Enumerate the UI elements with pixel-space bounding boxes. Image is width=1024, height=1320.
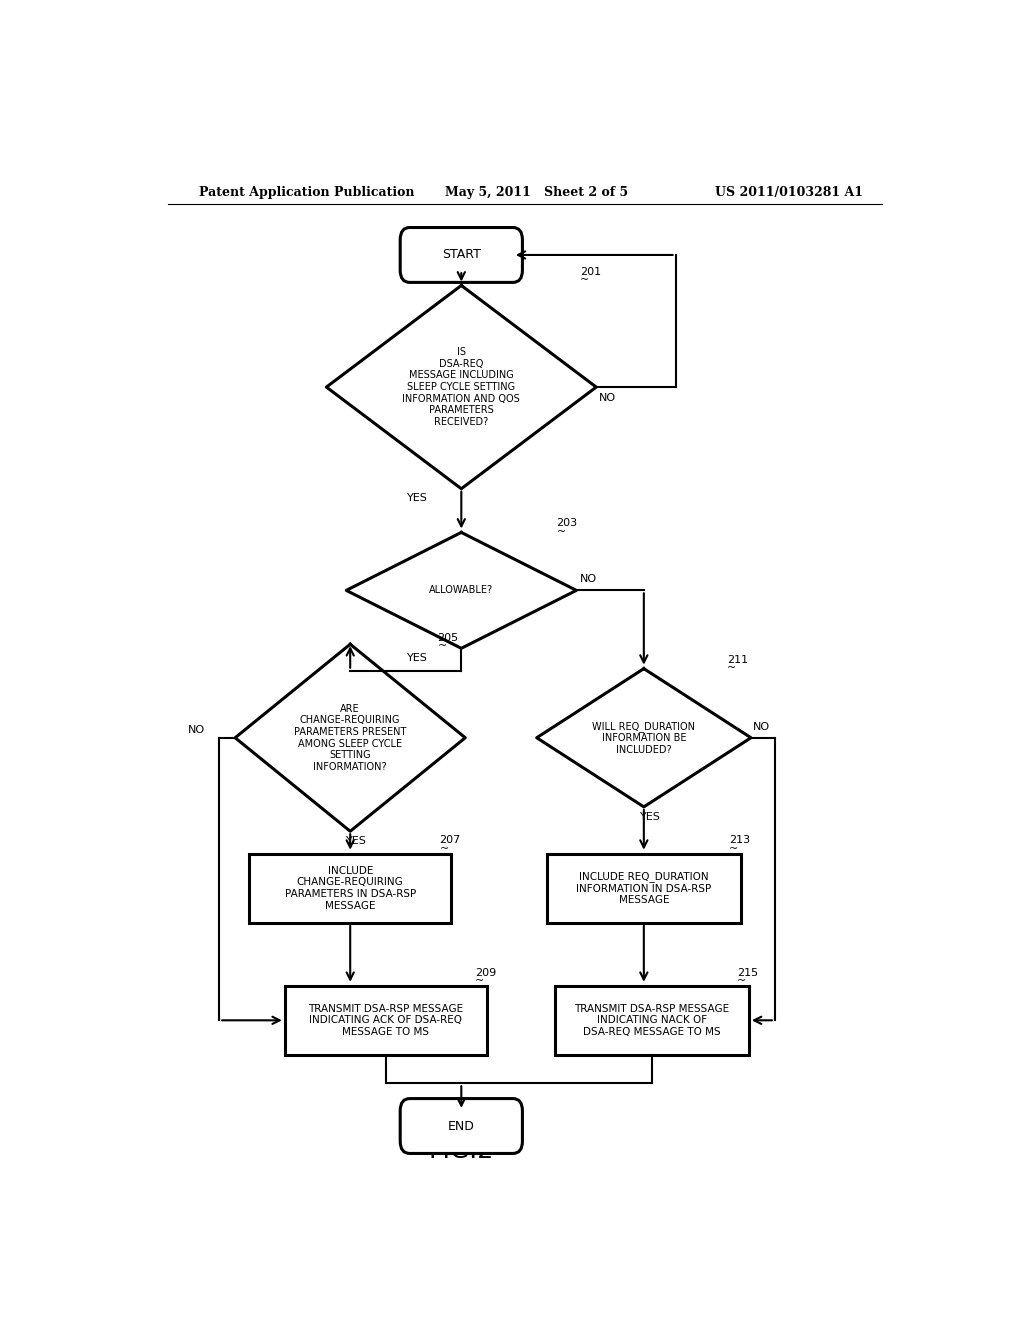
Text: ~: ~ bbox=[439, 843, 449, 854]
Text: NO: NO bbox=[754, 722, 770, 731]
Text: WILL REQ_DURATION
INFORMATION BE
INCLUDED?: WILL REQ_DURATION INFORMATION BE INCLUDE… bbox=[592, 721, 695, 755]
Polygon shape bbox=[327, 285, 596, 488]
Text: 213: 213 bbox=[729, 836, 751, 845]
Text: Patent Application Publication: Patent Application Publication bbox=[200, 186, 415, 199]
Text: YES: YES bbox=[408, 652, 428, 663]
Text: 207: 207 bbox=[439, 836, 461, 845]
Text: ~: ~ bbox=[581, 276, 590, 285]
Text: NO: NO bbox=[599, 393, 615, 404]
Text: ~: ~ bbox=[556, 527, 566, 536]
Text: NO: NO bbox=[581, 574, 597, 585]
Text: FIG.2: FIG.2 bbox=[429, 1139, 494, 1163]
Text: ~: ~ bbox=[727, 663, 736, 673]
Text: INCLUDE
CHANGE-REQUIRING
PARAMETERS IN DSA-RSP
MESSAGE: INCLUDE CHANGE-REQUIRING PARAMETERS IN D… bbox=[285, 866, 416, 911]
Text: 205: 205 bbox=[437, 634, 459, 643]
Text: INCLUDE REQ_DURATION
INFORMATION IN DSA-RSP
MESSAGE: INCLUDE REQ_DURATION INFORMATION IN DSA-… bbox=[577, 871, 712, 906]
Text: 209: 209 bbox=[475, 968, 497, 978]
Text: YES: YES bbox=[346, 837, 368, 846]
Text: ~: ~ bbox=[737, 975, 746, 986]
Polygon shape bbox=[537, 669, 751, 807]
Text: IS
DSA-REQ
MESSAGE INCLUDING
SLEEP CYCLE SETTING
INFORMATION AND QOS
PARAMETERS
: IS DSA-REQ MESSAGE INCLUDING SLEEP CYCLE… bbox=[402, 347, 520, 426]
Text: 215: 215 bbox=[737, 968, 758, 978]
Bar bbox=[547, 854, 741, 923]
Polygon shape bbox=[346, 532, 577, 648]
Text: YES: YES bbox=[640, 812, 660, 822]
Bar bbox=[249, 854, 452, 923]
Text: TRANSMIT DSA-RSP MESSAGE
INDICATING NACK OF
DSA-REQ MESSAGE TO MS: TRANSMIT DSA-RSP MESSAGE INDICATING NACK… bbox=[574, 1003, 729, 1038]
Text: END: END bbox=[447, 1119, 475, 1133]
Text: ARE
CHANGE-REQUIRING
PARAMETERS PRESENT
AMONG SLEEP CYCLE
SETTING
INFORMATION?: ARE CHANGE-REQUIRING PARAMETERS PRESENT … bbox=[294, 704, 407, 772]
Text: 211: 211 bbox=[727, 655, 749, 664]
Polygon shape bbox=[236, 644, 465, 832]
Bar bbox=[285, 986, 487, 1055]
Bar bbox=[555, 986, 749, 1055]
Text: ALLOWABLE?: ALLOWABLE? bbox=[429, 585, 494, 595]
Text: TRANSMIT DSA-RSP MESSAGE
INDICATING ACK OF DSA-REQ
MESSAGE TO MS: TRANSMIT DSA-RSP MESSAGE INDICATING ACK … bbox=[308, 1003, 464, 1038]
Text: 203: 203 bbox=[556, 519, 578, 528]
Text: START: START bbox=[442, 248, 480, 261]
FancyBboxPatch shape bbox=[400, 227, 522, 282]
Text: ~: ~ bbox=[475, 975, 484, 986]
Text: ~: ~ bbox=[729, 843, 738, 854]
Text: 201: 201 bbox=[581, 267, 601, 277]
Text: NO: NO bbox=[187, 725, 205, 735]
Text: US 2011/0103281 A1: US 2011/0103281 A1 bbox=[715, 186, 863, 199]
Text: ~: ~ bbox=[437, 642, 446, 651]
Text: May 5, 2011   Sheet 2 of 5: May 5, 2011 Sheet 2 of 5 bbox=[445, 186, 629, 199]
Text: YES: YES bbox=[408, 492, 428, 503]
FancyBboxPatch shape bbox=[400, 1098, 522, 1154]
